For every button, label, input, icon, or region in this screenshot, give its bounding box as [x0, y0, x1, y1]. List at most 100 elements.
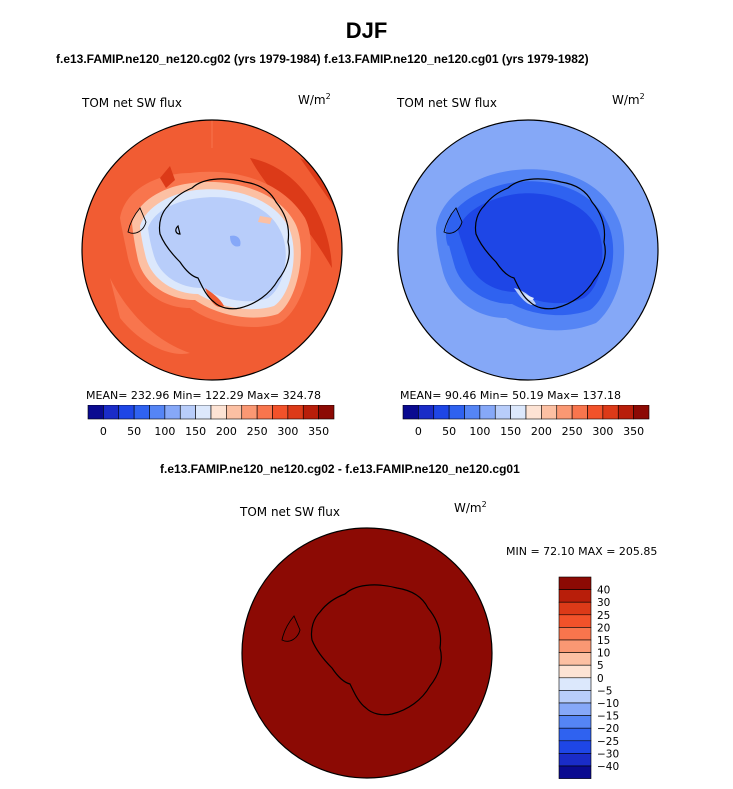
- colorbar-tick-label: −20: [597, 723, 619, 735]
- left-panel-units: W/m2: [298, 92, 331, 107]
- colorbar-swatch: [241, 405, 258, 420]
- colorbar-swatch: [256, 405, 273, 420]
- colorbar-swatch: [448, 405, 465, 420]
- colorbar-swatch: [133, 405, 150, 420]
- right-panel-stats: MEAN= 90.46 Min= 50.19 Max= 137.18: [400, 389, 622, 402]
- colorbar-swatch: [558, 702, 592, 716]
- colorbar-swatch: [118, 405, 135, 420]
- colorbar-swatch: [195, 405, 212, 420]
- diff-label: f.e13.FAMIP.ne120_ne120.cg02 - f.e13.FAM…: [160, 462, 520, 476]
- colorbar-swatch: [558, 664, 592, 679]
- colorbar-swatch: [558, 727, 592, 742]
- right-map-antarctica-field: [458, 193, 603, 304]
- colorbar-tick-label: 15: [597, 635, 610, 647]
- diff-panel-variable: TOM net SW flux: [240, 505, 341, 519]
- runs-label: f.e13.FAMIP.ne120_ne120.cg02 (yrs 1979-1…: [56, 52, 589, 66]
- colorbar-swatch: [87, 405, 104, 420]
- left-horizontal-colorbar: 0 50 100 150 200 250 300 350: [87, 405, 335, 438]
- colorbar-swatch: [402, 405, 419, 420]
- right-map-coastline: [474, 178, 606, 310]
- colorbar-tick-label: −10: [597, 698, 619, 710]
- colorbar-swatch: [602, 405, 619, 420]
- left-map-boundary: [81, 119, 343, 381]
- colorbar-swatch: [433, 405, 450, 420]
- diff-map-field: [242, 528, 492, 778]
- colorbar-swatch: [164, 405, 181, 420]
- colorbar-tick-label: −40: [597, 761, 619, 773]
- colorbar-swatch: [149, 405, 166, 420]
- colorbar-swatch: [558, 639, 592, 653]
- colorbar-swatch: [558, 601, 592, 616]
- left-panel-stats: MEAN= 232.96 Min= 122.29 Max= 324.78: [86, 389, 322, 402]
- colorbar-swatch: [418, 405, 435, 420]
- colorbar-tick-label: 200: [531, 425, 552, 438]
- colorbar-swatch: [587, 405, 604, 420]
- colorbar-swatch: [510, 405, 527, 420]
- colorbar-swatch: [226, 405, 243, 420]
- colorbar-swatch: [558, 715, 592, 729]
- colorbar-tick-label: 5: [597, 660, 604, 672]
- colorbar-tick-label: 100: [469, 425, 490, 438]
- colorbar-tick-label: 25: [597, 610, 610, 622]
- right-panel-variable: TOM net SW flux: [397, 96, 498, 110]
- colorbar-swatch: [494, 405, 511, 420]
- left-map-antarctica-field: [148, 197, 286, 302]
- colorbar-swatch: [558, 576, 592, 590]
- colorbar-swatch: [558, 690, 592, 704]
- colorbar-tick-label: 40: [597, 585, 610, 597]
- diff-map-coastline: [310, 584, 442, 716]
- colorbar-swatch: [558, 740, 592, 754]
- colorbar-tick-label: −25: [597, 736, 619, 748]
- right-horizontal-colorbar: 0 50 100 150 200 250 300 350: [402, 405, 650, 438]
- colorbar-swatch: [179, 405, 196, 420]
- colorbar-tick-label: 0: [597, 673, 604, 685]
- colorbar-swatch: [525, 405, 542, 420]
- colorbar-swatch: [633, 405, 650, 420]
- colorbar-swatch: [210, 405, 227, 420]
- right-polar-map: [397, 119, 659, 381]
- colorbar-swatch: [272, 405, 289, 420]
- colorbar-swatch: [571, 405, 588, 420]
- colorbar-tick-label: 30: [597, 597, 610, 609]
- left-panel-variable: TOM net SW flux: [82, 96, 183, 110]
- colorbar-tick-label: 20: [597, 622, 610, 634]
- colorbar-swatch: [558, 614, 592, 628]
- colorbar-swatch: [558, 765, 592, 779]
- colorbar-swatch: [558, 589, 592, 603]
- colorbar-swatch: [464, 405, 481, 420]
- colorbar-tick-label: 0: [100, 425, 107, 438]
- diff-polar-map: [241, 527, 493, 779]
- colorbar-tick-label: −5: [597, 685, 612, 697]
- colorbar-tick-label: 10: [597, 648, 610, 660]
- colorbar-tick-label: 50: [442, 425, 456, 438]
- figure-title: DJF: [345, 18, 388, 43]
- diff-panel-units: W/m2: [454, 500, 487, 515]
- colorbar-swatch: [318, 405, 335, 420]
- colorbar-tick-label: 150: [500, 425, 521, 438]
- colorbar-tick-label: 300: [592, 425, 613, 438]
- diff-panel-stats: MIN = 72.10 MAX = 205.85: [506, 545, 658, 558]
- colorbar-swatch: [541, 405, 558, 420]
- colorbar-swatch: [617, 405, 634, 420]
- colorbar-swatch: [302, 405, 319, 420]
- colorbar-swatch: [558, 627, 592, 641]
- diff-map-boundary: [241, 527, 493, 779]
- colorbar-tick-label: 250: [247, 425, 268, 438]
- colorbar-tick-label: 100: [154, 425, 175, 438]
- colorbar-tick-label: 150: [185, 425, 206, 438]
- colorbar-tick-label: 350: [623, 425, 644, 438]
- colorbar-tick-label: 200: [216, 425, 237, 438]
- colorbar-tick-label: 300: [277, 425, 298, 438]
- colorbar-swatch: [558, 753, 592, 767]
- colorbar-tick-label: 50: [127, 425, 141, 438]
- colorbar-swatch: [287, 405, 304, 420]
- colorbar-tick-label: 350: [308, 425, 329, 438]
- right-map-boundary: [397, 119, 659, 381]
- colorbar-tick-label: 250: [562, 425, 583, 438]
- colorbar-swatch: [558, 652, 592, 666]
- colorbar-swatch: [556, 405, 573, 420]
- left-polar-map: [81, 119, 343, 381]
- colorbar-swatch: [479, 405, 496, 420]
- colorbar-tick-label: −30: [597, 748, 619, 760]
